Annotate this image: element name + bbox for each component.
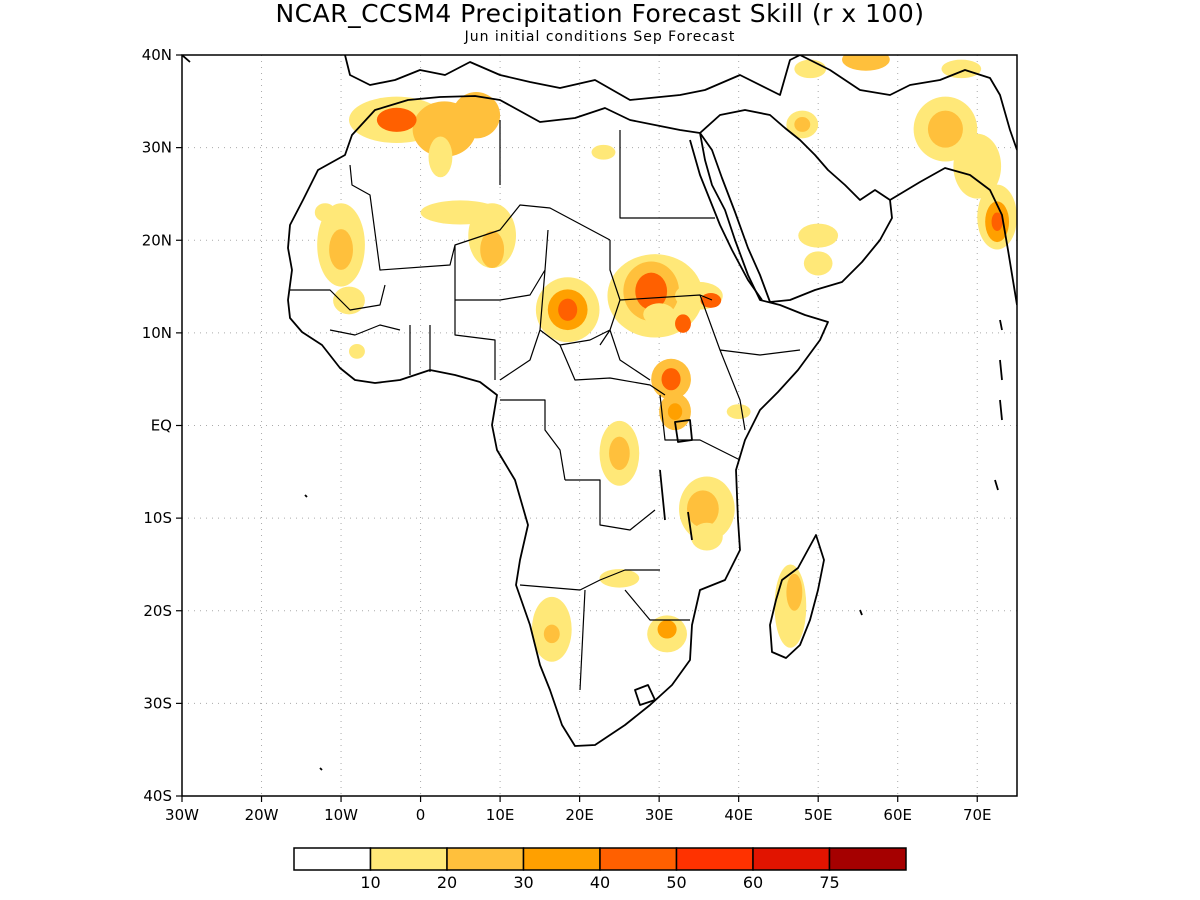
colorbar-label: 75 bbox=[819, 873, 839, 892]
country-borders bbox=[290, 120, 801, 691]
colorbar-swatch bbox=[675, 847, 754, 871]
skill-shading bbox=[314, 55, 1017, 662]
y-tick-label: 40N bbox=[142, 46, 172, 64]
skill-contour bbox=[941, 59, 982, 79]
skill-contour bbox=[953, 133, 1002, 199]
x-tick-label: 50E bbox=[804, 806, 833, 824]
colorbar-swatch bbox=[522, 847, 601, 871]
y-tick-label: 30S bbox=[143, 694, 172, 712]
x-tick-label: 10W bbox=[324, 806, 358, 824]
colorbar-swatch bbox=[293, 847, 372, 871]
skill-contour bbox=[452, 92, 501, 139]
y-tick-label: 10S bbox=[143, 509, 172, 527]
colorbar-swatch bbox=[752, 847, 831, 871]
skill-contour bbox=[643, 303, 676, 326]
y-tick-label: 10N bbox=[142, 324, 172, 342]
colorbar-label: 10 bbox=[360, 873, 380, 892]
skill-contour bbox=[794, 59, 827, 79]
skill-contour bbox=[599, 569, 640, 588]
skill-contour bbox=[661, 368, 681, 391]
colorbar-swatch bbox=[446, 847, 525, 871]
skill-contour bbox=[991, 212, 1003, 231]
skill-contour bbox=[376, 107, 417, 132]
colorbar-swatch bbox=[599, 847, 678, 871]
y-tick-label: 20N bbox=[142, 231, 172, 249]
skill-contour bbox=[786, 573, 803, 611]
x-tick-label: 30W bbox=[165, 806, 199, 824]
x-tick-label: 10E bbox=[486, 806, 515, 824]
skill-contour bbox=[558, 298, 578, 321]
axis-ticks bbox=[176, 54, 978, 802]
skill-contour bbox=[667, 403, 683, 420]
africa-coastline bbox=[287, 95, 829, 747]
x-tick-label: 40E bbox=[724, 806, 753, 824]
colorbar-label: 40 bbox=[590, 873, 610, 892]
skill-contour bbox=[657, 620, 677, 639]
colorbar-label: 60 bbox=[743, 873, 763, 892]
lakes-islands bbox=[304, 319, 1003, 771]
skill-contour bbox=[842, 55, 890, 71]
y-tick-label: 30N bbox=[142, 139, 172, 157]
skill-contour bbox=[675, 314, 691, 333]
y-tick-label: EQ bbox=[151, 417, 172, 435]
x-tick-label: 0 bbox=[416, 806, 426, 824]
colorbar-label: 50 bbox=[666, 873, 686, 892]
coastline-outlines bbox=[182, 55, 1017, 771]
red-sea-coastline bbox=[689, 139, 763, 301]
chart-subtitle: Jun initial conditions Sep Forecast bbox=[464, 29, 736, 45]
chart-title: NCAR_CCSM4 Precipitation Forecast Skill … bbox=[275, 0, 925, 28]
longitude-labels: 30W 20W 10W 0 10E 20E 30E 40E 50E 60E 70E bbox=[165, 806, 991, 824]
colorbar-swatch bbox=[828, 847, 907, 871]
madagascar-coastline bbox=[769, 534, 825, 659]
arabia-coastline bbox=[699, 109, 893, 303]
eurasia-coastline bbox=[182, 55, 1017, 306]
colorbar-label: 30 bbox=[513, 873, 533, 892]
skill-contour bbox=[543, 624, 560, 644]
skill-contour bbox=[609, 436, 630, 470]
map-frame bbox=[181, 54, 1018, 797]
grid-lines bbox=[182, 55, 1017, 796]
skill-contour bbox=[591, 144, 616, 160]
skill-contour bbox=[798, 223, 839, 248]
skill-contour bbox=[329, 229, 353, 270]
skill-contour bbox=[726, 404, 751, 420]
skill-contour bbox=[794, 117, 811, 132]
skill-contour bbox=[428, 136, 453, 178]
skill-contour bbox=[686, 490, 719, 528]
skill-contour bbox=[333, 286, 365, 315]
x-tick-label: 20E bbox=[565, 806, 594, 824]
x-tick-label: 70E bbox=[963, 806, 992, 824]
skill-contour bbox=[349, 343, 365, 359]
x-tick-label: 30E bbox=[645, 806, 674, 824]
skill-contour bbox=[314, 203, 336, 222]
colorbar-label: 20 bbox=[437, 873, 457, 892]
skill-contour bbox=[635, 272, 668, 310]
skill-contour bbox=[480, 230, 505, 269]
latitude-labels: 40N 30N 20N 10N EQ 10S 20S 30S 40S bbox=[142, 46, 172, 805]
x-tick-label: 20W bbox=[245, 806, 279, 824]
y-tick-label: 20S bbox=[143, 602, 172, 620]
x-tick-label: 60E bbox=[883, 806, 912, 824]
colorbar-swatch bbox=[369, 847, 448, 871]
skill-contour bbox=[803, 251, 833, 276]
y-tick-label: 40S bbox=[143, 787, 172, 805]
colorbar-legend: 10 20 30 40 50 60 75 bbox=[293, 847, 907, 892]
skill-contour bbox=[690, 522, 723, 551]
skill-contour bbox=[927, 110, 963, 148]
